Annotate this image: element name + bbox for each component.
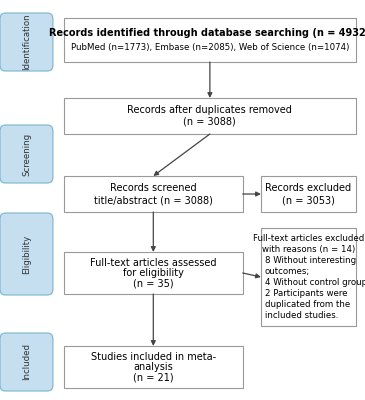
FancyBboxPatch shape [64, 176, 243, 212]
Text: Full-text articles assessed: Full-text articles assessed [90, 258, 216, 268]
FancyBboxPatch shape [0, 213, 53, 295]
Text: Full-text articles excluded: Full-text articles excluded [253, 234, 364, 243]
Text: title/abstract (n = 3088): title/abstract (n = 3088) [94, 195, 213, 205]
Text: included studies.: included studies. [265, 311, 338, 320]
FancyBboxPatch shape [64, 98, 356, 134]
FancyBboxPatch shape [0, 125, 53, 183]
Text: Eligibility: Eligibility [22, 234, 31, 274]
Text: with reasons (n = 14): with reasons (n = 14) [262, 245, 355, 254]
Text: for eligibility: for eligibility [123, 268, 184, 278]
FancyBboxPatch shape [64, 252, 243, 294]
Text: PubMed (n=1773), Embase (n=2085), Web of Science (n=1074): PubMed (n=1773), Embase (n=2085), Web of… [71, 43, 349, 52]
Text: Records excluded: Records excluded [265, 183, 351, 193]
Text: Identification: Identification [22, 14, 31, 70]
Text: outcomes;: outcomes; [265, 267, 310, 276]
FancyBboxPatch shape [261, 228, 356, 326]
Text: 2 Participants were: 2 Participants were [265, 289, 347, 298]
Text: analysis: analysis [134, 362, 173, 372]
Text: Screening: Screening [22, 132, 31, 176]
Text: (n = 3088): (n = 3088) [184, 117, 236, 127]
Text: (n = 35): (n = 35) [133, 278, 174, 288]
FancyBboxPatch shape [261, 176, 356, 212]
Text: (n = 21): (n = 21) [133, 372, 174, 382]
Text: Records after duplicates removed: Records after duplicates removed [127, 105, 292, 115]
FancyBboxPatch shape [0, 333, 53, 391]
Text: Included: Included [22, 344, 31, 380]
Text: (n = 3053): (n = 3053) [282, 195, 335, 205]
Text: 4 Without control group;: 4 Without control group; [265, 278, 365, 287]
Text: 8 Without interesting: 8 Without interesting [265, 256, 356, 265]
FancyBboxPatch shape [64, 346, 243, 388]
Text: Studies included in meta-: Studies included in meta- [91, 352, 216, 362]
Text: duplicated from the: duplicated from the [265, 300, 350, 309]
FancyBboxPatch shape [64, 18, 356, 62]
FancyBboxPatch shape [0, 13, 53, 71]
Text: Records screened: Records screened [110, 183, 197, 193]
Text: Records identified through database searching (n = 4932): Records identified through database sear… [49, 28, 365, 38]
